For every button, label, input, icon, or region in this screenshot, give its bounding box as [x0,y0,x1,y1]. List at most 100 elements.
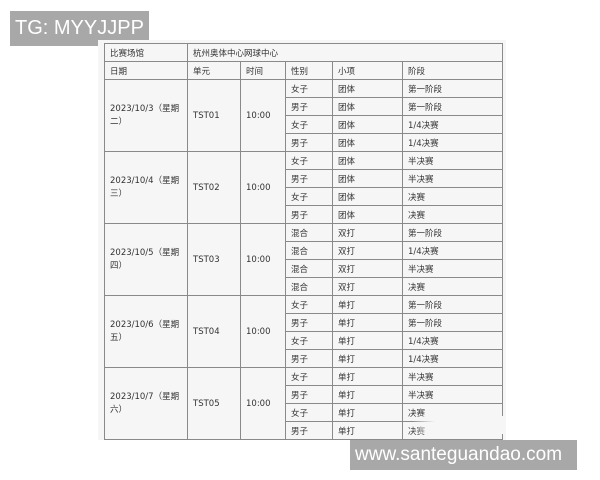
gender-cell: 混合 [285,259,333,278]
stage-cell: 第一阶段 [402,313,503,332]
gender-cell: 女子 [285,331,333,350]
event-cell: 团体 [332,151,403,170]
time-cell: 10:00 [240,223,286,296]
event-cell: 单打 [332,295,403,314]
gender-cell: 男子 [285,385,333,404]
time-cell: 10:00 [240,367,286,440]
table-row: 女子 团体 决赛 [105,187,503,206]
stage-cell: 半决赛 [402,259,503,278]
table-row: 2023/10/6（星期五） TST04 10:00 女子 单打 第一阶段 [104,295,503,368]
event-cell: 团体 [332,205,403,224]
date-cell: 2023/10/4（星期三） [104,151,188,224]
table-row: 2023/10/5（星期四） TST03 10:00 混合 双打 第一阶段 [104,223,503,296]
gender-cell: 男子 [285,97,333,116]
stage-cell: 第一阶段 [402,79,503,98]
table-row: 2023/10/3（星期二） TST01 10:00 女子 团体 第一阶段 [104,79,503,152]
event-cell: 单打 [332,349,403,368]
stage-cell: 决赛 [402,187,503,206]
gender-cell: 女子 [285,79,333,98]
table-row: 男子 团体 半决赛 [105,169,503,188]
gender-cell: 男子 [285,421,333,440]
event-cell: 单打 [332,403,403,422]
stage-cell: 决赛 [402,277,503,296]
table-row: 男子 团体 1/4决赛 [105,133,503,152]
header-stage: 阶段 [402,61,503,80]
header-row: 日期 单元 时间 性别 小项 阶段 [104,61,503,80]
event-cell: 团体 [332,79,403,98]
watermark-top: TG: MYYJJPP [10,11,149,46]
stage-cell: 半决赛 [402,385,503,404]
header-date: 日期 [104,61,188,80]
gender-cell: 男子 [285,133,333,152]
event-cell: 团体 [332,133,403,152]
gender-cell: 女子 [285,151,333,170]
table-row: 男子 单打 1/4决赛 [105,349,503,368]
table-row: 男子 团体 第一阶段 [105,97,503,116]
stage-cell: 半决赛 [402,169,503,188]
stage-cell: 1/4决赛 [402,133,503,152]
stage-cell: 1/4决赛 [402,331,503,350]
gender-cell: 混合 [285,241,333,260]
table-row: 混合 双打 1/4决赛 [105,241,503,260]
header-event: 小项 [332,61,403,80]
event-cell: 单打 [332,313,403,332]
gender-cell: 女子 [285,295,333,314]
venue-value: 杭州奥体中心网球中心 [187,43,503,62]
date-cell: 2023/10/3（星期二） [104,79,188,152]
time-cell: 10:00 [240,295,286,368]
header-time: 时间 [240,61,286,80]
stage-cell: 第一阶段 [402,223,503,242]
table-row: 男子 单打 第一阶段 [105,313,503,332]
stage-cell: 1/4决赛 [402,349,503,368]
time-cell: 10:00 [240,151,286,224]
gender-cell: 男子 [285,205,333,224]
venue-row: 比赛场馆 杭州奥体中心网球中心 [104,43,503,62]
gender-cell: 男子 [285,313,333,332]
unit-cell: TST05 [187,367,241,440]
header-unit: 单元 [187,61,241,80]
date-cell: 2023/10/7（星期六） [104,367,188,440]
header-gender: 性别 [285,61,333,80]
gender-cell: 女子 [285,187,333,206]
event-cell: 双打 [332,277,403,296]
table-row: 2023/10/4（星期三） TST02 10:00 女子 团体 半决赛 [104,151,503,224]
stage-cell: 第一阶段 [402,97,503,116]
venue-label: 比赛场馆 [104,43,188,62]
watermark-bottom: www.santeguandao.com [350,440,577,470]
table-row: 女子 单打 1/4决赛 [105,331,503,350]
event-cell: 团体 [332,187,403,206]
stage-cell: 半决赛 [402,367,503,386]
gender-cell: 男子 [285,349,333,368]
event-cell: 单打 [332,367,403,386]
event-cell: 团体 [332,97,403,116]
table-row: 2023/10/7（星期六） TST05 10:00 女子 单打 半决赛 [104,367,503,440]
table-row: 混合 双打 半决赛 [105,259,503,278]
event-cell: 团体 [332,115,403,134]
event-cell: 单打 [332,385,403,404]
unit-cell: TST01 [187,79,241,152]
gender-cell: 混合 [285,223,333,242]
stage-cell: 第一阶段 [402,295,503,314]
gender-cell: 男子 [285,169,333,188]
date-cell: 2023/10/5（星期四） [104,223,188,296]
blur-overlay [412,416,504,434]
stage-cell: 1/4决赛 [402,115,503,134]
date-cell: 2023/10/6（星期五） [104,295,188,368]
table-row: 男子 团体 决赛 [105,205,503,224]
unit-cell: TST04 [187,295,241,368]
schedule-table: 比赛场馆 杭州奥体中心网球中心 日期 单元 时间 性别 小项 阶段 2023/1… [104,43,503,440]
time-cell: 10:00 [240,79,286,152]
event-cell: 单打 [332,421,403,440]
event-cell: 双打 [332,259,403,278]
unit-cell: TST03 [187,223,241,296]
gender-cell: 女子 [285,403,333,422]
gender-cell: 混合 [285,277,333,296]
gender-cell: 女子 [285,115,333,134]
table-row: 男子 单打 半决赛 [105,385,503,404]
event-cell: 单打 [332,331,403,350]
stage-cell: 决赛 [402,205,503,224]
stage-cell: 半决赛 [402,151,503,170]
event-cell: 双打 [332,241,403,260]
event-cell: 双打 [332,223,403,242]
event-cell: 团体 [332,169,403,188]
